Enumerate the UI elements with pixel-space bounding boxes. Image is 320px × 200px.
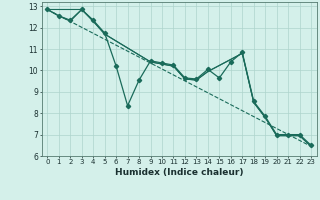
- X-axis label: Humidex (Indice chaleur): Humidex (Indice chaleur): [115, 168, 244, 177]
